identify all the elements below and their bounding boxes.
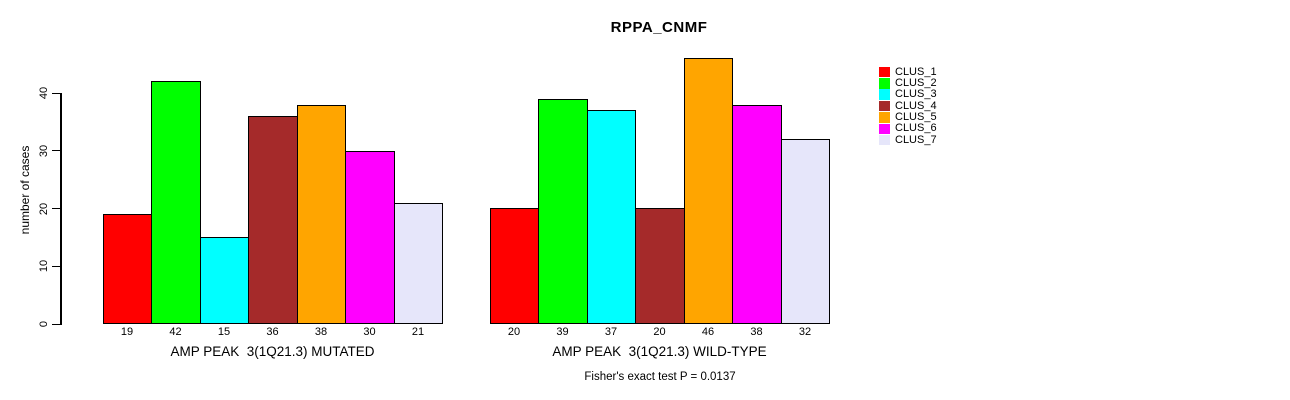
- bar-value-label: 37: [604, 326, 618, 338]
- legend-label: CLUS_1: [895, 65, 937, 78]
- legend-item: CLUS_5: [879, 110, 937, 123]
- bar-group1-clus_4: [248, 116, 298, 324]
- legend-color-swatch-icon: [879, 66, 890, 78]
- legend-item: CLUS_1: [879, 65, 937, 78]
- y-axis-tick-label: 40: [38, 86, 50, 100]
- chart-title: RPPA_CNMF: [610, 19, 708, 36]
- bar-group2-clus_1: [490, 208, 539, 324]
- legend-label: CLUS_6: [895, 122, 937, 135]
- legend-color-swatch-icon: [879, 134, 890, 146]
- bar-group2-clus_4: [635, 208, 685, 324]
- y-axis-line: [60, 93, 62, 325]
- legend-item: CLUS_2: [879, 76, 937, 89]
- y-axis-tick: [52, 208, 60, 209]
- group-label-wildtype: AMP PEAK 3(1Q21.3) WILD-TYPE: [552, 344, 767, 359]
- bar-group1-clus_1: [103, 214, 152, 324]
- bar-value-label: 21: [411, 326, 425, 338]
- legend-item: CLUS_7: [879, 133, 937, 146]
- bar-value-label: 39: [556, 326, 569, 338]
- bar-group1-clus_5: [297, 105, 346, 324]
- bar-group2-clus_2: [538, 99, 588, 324]
- bar-group1-clus_2: [151, 81, 201, 324]
- bar-group2-clus_3: [587, 110, 636, 324]
- legend-color-swatch-icon: [879, 78, 890, 89]
- bar-group2-clus_5: [684, 58, 733, 324]
- bar-group1-clus_3: [200, 237, 249, 324]
- bar-value-label: 32: [798, 326, 812, 338]
- bar-value-label: 46: [701, 326, 715, 338]
- bar-group1-clus_6: [345, 151, 395, 324]
- legend-item: CLUS_4: [879, 99, 937, 112]
- group-label-mutated: AMP PEAK 3(1Q21.3) MUTATED: [170, 344, 375, 359]
- y-axis-tick: [52, 265, 60, 267]
- bar-value-label: 38: [314, 326, 328, 338]
- bar-value-label: 20: [507, 326, 521, 338]
- bar-value-label: 19: [120, 326, 134, 338]
- legend-item: CLUS_3: [879, 89, 937, 100]
- y-axis-tick-label: 0: [38, 320, 50, 328]
- legend-item: CLUS_6: [879, 123, 937, 134]
- legend-label: CLUS_3: [895, 88, 937, 101]
- bar-value-label: 38: [750, 326, 763, 338]
- legend-label: CLUS_7: [895, 133, 937, 146]
- legend-label: CLUS_4: [895, 99, 937, 112]
- bar-value-label: 36: [266, 326, 279, 338]
- y-axis-tick-label: 30: [38, 144, 50, 157]
- y-axis-label: number of cases: [18, 145, 32, 235]
- bar-value-label: 42: [169, 326, 182, 338]
- y-axis-tick: [52, 150, 60, 152]
- y-axis-tick: [52, 92, 60, 94]
- fisher-test-annotation: Fisher's exact test P = 0.0137: [584, 371, 736, 383]
- bar-value-label: 30: [363, 326, 376, 338]
- legend-color-swatch-icon: [879, 112, 890, 123]
- legend-label: CLUS_2: [895, 76, 937, 89]
- y-axis-tick-label: 20: [38, 202, 50, 215]
- y-axis-tick-label: 10: [38, 260, 50, 273]
- bar-group1-clus_7: [394, 203, 443, 324]
- legend-label: CLUS_5: [895, 110, 937, 123]
- legend-color-swatch-icon: [879, 123, 890, 134]
- bar-group2-clus_6: [732, 105, 782, 324]
- legend-color-swatch-icon: [879, 100, 890, 112]
- y-axis-tick: [52, 323, 60, 325]
- bar-value-label: 15: [217, 326, 231, 338]
- legend-color-swatch-icon: [879, 89, 890, 100]
- bar-value-label: 20: [653, 326, 666, 338]
- bar-group2-clus_7: [781, 139, 830, 324]
